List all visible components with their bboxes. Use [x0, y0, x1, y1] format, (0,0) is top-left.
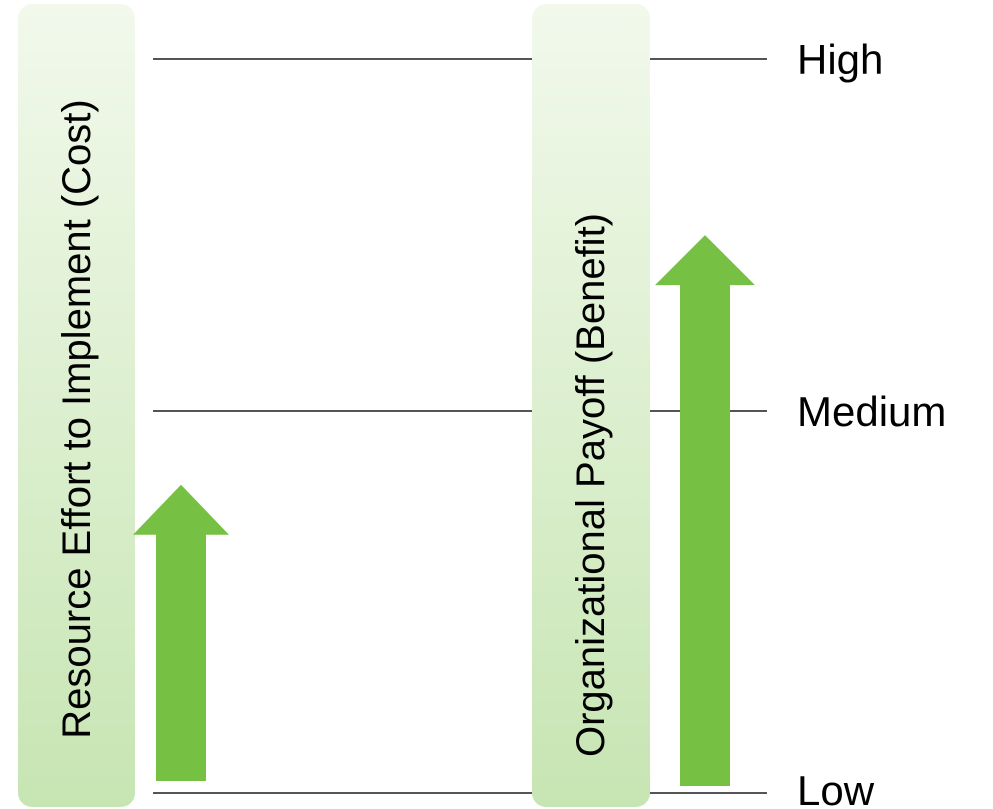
low-level-label: Low — [797, 767, 875, 809]
benefit-arrow — [655, 235, 755, 786]
cost-label-bar — [18, 4, 135, 807]
cost-bar-label: Resource Effort to Implement (Cost) — [55, 99, 99, 739]
benefit-label-bar — [532, 4, 650, 807]
cost-arrow — [133, 484, 229, 781]
benefit-bar-label: Organizational Payoff (Benefit) — [569, 213, 613, 757]
medium-level-label: Medium — [797, 388, 946, 435]
high-level-label: High — [797, 36, 883, 83]
